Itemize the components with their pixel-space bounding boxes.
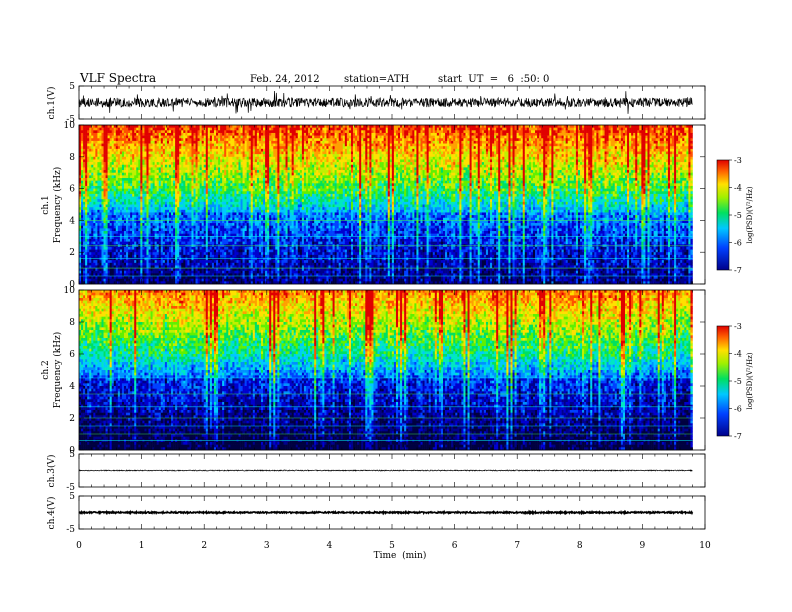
y-tick-label: 8 (69, 153, 75, 163)
ch1-ylabel: ch.1(V) (46, 87, 57, 120)
x-tick-label: 10 (699, 541, 711, 551)
station-label: station=ATH (344, 74, 410, 85)
x-tick-label: 8 (577, 541, 583, 551)
ch2-spectrogram-panel (79, 290, 693, 451)
x-tick-label: 0 (76, 541, 82, 551)
colorbar-tick-label: -7 (734, 432, 742, 441)
ch1-spectrogram-panel (79, 125, 693, 285)
y-tick-label: 2 (69, 414, 75, 424)
y-tick-label: 0 (69, 446, 75, 456)
x-tick-label: 5 (389, 541, 395, 551)
y-tick-label: 5 (69, 450, 75, 460)
y-tick-label: 4 (69, 216, 75, 226)
y-tick-label: 0 (69, 280, 75, 290)
y-tick-label: -5 (66, 115, 75, 125)
ch4-ylabel: ch.4(V) (46, 497, 57, 530)
ch1-spec-ylabel: Frequency (kHz) (52, 167, 63, 244)
x-tick-label: 7 (514, 541, 520, 551)
x-tick-label: 4 (327, 541, 333, 551)
x-axis-label: Time (min) (374, 550, 427, 561)
ch2-spec-ylabel-top: ch.2 (41, 360, 51, 379)
y-tick-label: 8 (69, 318, 75, 328)
x-tick-label: 6 (452, 541, 458, 551)
colorbar-tick-label: -6 (734, 405, 742, 414)
y-tick-label: 2 (69, 248, 75, 258)
colorbar-tick-label: -5 (734, 211, 742, 220)
y-tick-label: 5 (69, 82, 75, 92)
x-tick-label: 2 (201, 541, 207, 551)
date-label: Feb. 24, 2012 (250, 74, 320, 85)
ch3-ylabel: ch.3(V) (46, 455, 57, 488)
ch2-colorbar (716, 325, 730, 437)
colorbar-tick-label: -3 (734, 156, 742, 165)
ch1-colorbar (716, 159, 730, 271)
colorbar-tick-label: -5 (734, 377, 742, 386)
ch1-colorbar-label: log(PSD)(V²/Hz) (746, 186, 754, 243)
y-tick-label: -5 (66, 525, 75, 535)
ch4-waveform-line (78, 509, 694, 516)
y-tick-label: 6 (69, 350, 75, 360)
y-tick-label: -5 (66, 483, 75, 493)
colorbar-tick-label: -4 (734, 350, 742, 359)
ch1-waveform-line (78, 90, 693, 114)
y-tick-label: 4 (69, 382, 75, 392)
ch1-spec-ylabel-top: ch.1 (41, 195, 51, 214)
ch2-colorbar-label: log(PSD)(V²/Hz) (746, 352, 754, 409)
y-tick-label: 10 (64, 286, 76, 296)
x-tick-label: 1 (139, 541, 145, 551)
colorbar-tick-label: -4 (734, 184, 742, 193)
colorbar-tick-label: -6 (734, 239, 742, 248)
y-tick-label: 5 (69, 492, 75, 502)
x-tick-label: 9 (640, 541, 646, 551)
y-tick-label: 10 (64, 121, 76, 131)
colorbar-tick-label: -7 (734, 266, 742, 275)
colorbar-tick-label: -3 (734, 322, 742, 331)
x-tick-label: 3 (264, 541, 270, 551)
y-tick-label: 6 (69, 185, 75, 195)
ch3-waveform-line (78, 469, 693, 472)
ch2-spec-ylabel: Frequency (kHz) (52, 332, 63, 409)
chart-title: VLF Spectra (79, 71, 156, 85)
start-ut-label: start UT = 6 :50: 0 (438, 74, 549, 85)
